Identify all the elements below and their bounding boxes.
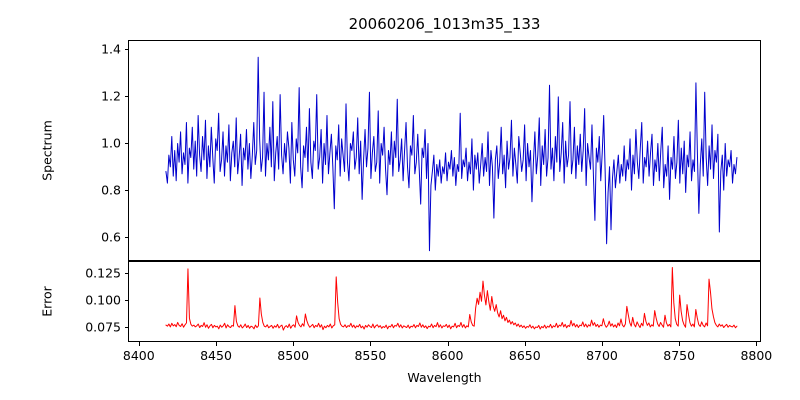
error-y-tick [124, 327, 128, 329]
spectrum-y-tick-label: 1.4 [101, 41, 121, 57]
error-plot-area [128, 261, 761, 342]
spectrum-plot-area [128, 40, 761, 261]
x-tick-label: 8750 [663, 348, 696, 363]
x-tick-label: 8400 [122, 348, 155, 363]
x-tick [138, 342, 140, 346]
spectrum-y-tick-label: 0.8 [101, 182, 121, 198]
x-tick-label: 8700 [586, 348, 618, 363]
spectrum-y-tick [124, 143, 128, 145]
x-tick [601, 342, 603, 346]
x-tick [679, 342, 681, 346]
x-tick-label: 8650 [508, 348, 541, 363]
x-tick-label: 8800 [740, 348, 773, 363]
error-y-tick-label: 0.075 [85, 319, 121, 335]
error-y-axis-label: Error [39, 286, 55, 317]
spectrum-y-tick [124, 49, 128, 51]
figure-title: 20060206_1013m35_133 [348, 15, 541, 33]
error-line-series [129, 262, 760, 341]
error-y-tick-label: 0.100 [85, 292, 121, 308]
x-tick-label: 8550 [354, 348, 387, 363]
x-tick [447, 342, 449, 346]
x-tick [524, 342, 526, 346]
spectrum-y-axis-label: Spectrum [39, 120, 55, 181]
x-tick [756, 342, 758, 346]
error-y-tick [124, 300, 128, 302]
x-tick [293, 342, 295, 346]
spectrum-y-tick [124, 237, 128, 239]
x-axis-label: Wavelength [407, 370, 482, 385]
spectrum-y-tick-label: 1.0 [101, 135, 121, 151]
spectrum-y-tick-label: 1.2 [101, 88, 121, 104]
spectrum-y-tick-label: 0.6 [101, 229, 121, 245]
spectrum-line-series [129, 41, 760, 260]
x-tick-label: 8450 [200, 348, 232, 363]
spectrum-y-tick [124, 96, 128, 98]
error-y-tick [124, 272, 128, 274]
x-tick-label: 8600 [431, 348, 464, 363]
x-tick [216, 342, 217, 346]
x-tick [370, 342, 372, 346]
error-y-tick-label: 0.125 [85, 265, 121, 281]
spectrum-y-tick [124, 190, 128, 192]
x-tick-label: 8500 [277, 348, 310, 363]
